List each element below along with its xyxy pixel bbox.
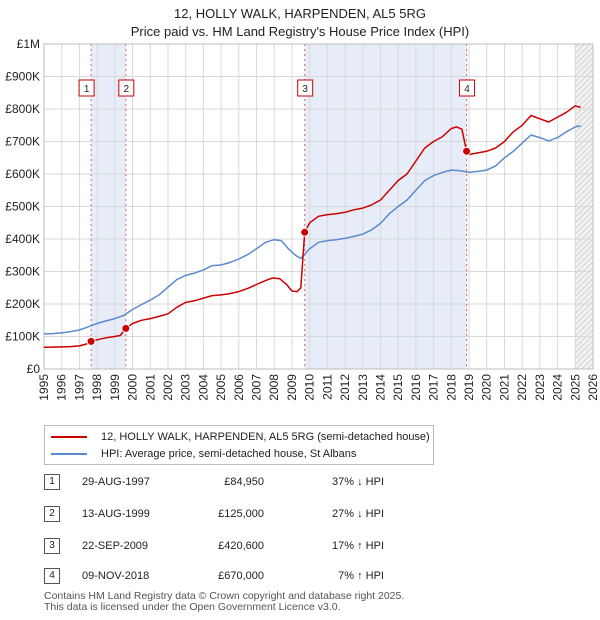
row-hpi-diff: 7% ↑ HPI (338, 570, 384, 582)
sale-number-box-frame (459, 79, 476, 97)
hpi-line (43, 125, 581, 335)
sale-number-label: 1 (84, 84, 90, 95)
sale-number-box: 4 (459, 79, 476, 97)
price-chart: 1 2 3 4 £0 £100K £200K £300K £400K £500K £600K £700… (5, 37, 600, 401)
x-tick-label: 1995 (37, 374, 51, 401)
sale-number-box: 3 (297, 79, 314, 97)
y-tick-label: £600K (5, 167, 40, 181)
x-tick-label: 2014 (373, 374, 387, 401)
sale-number-label: 4 (464, 84, 470, 95)
x-tick-label: 2019 (462, 374, 476, 401)
x-tick-label: 2017 (427, 374, 441, 401)
legend-item-hpi: HPI: Average price, semi-detached house,… (51, 446, 356, 462)
row-hpi-diff: 37% ↓ HPI (332, 476, 384, 488)
row-price: £125,000 (218, 508, 264, 520)
x-tick-label: 2026 (586, 374, 600, 401)
x-tick-label: 2013 (356, 374, 370, 401)
x-tick-label: 2004 (196, 374, 210, 401)
y-tick-label: £900K (5, 70, 40, 84)
row-hpi-diff: 27% ↓ HPI (332, 508, 384, 520)
x-tick-label: 2007 (250, 374, 264, 401)
row-date: 22-SEP-2009 (82, 540, 149, 552)
row-marker: 1 (44, 474, 60, 490)
x-tick-label: 2008 (267, 374, 281, 401)
x-tick-label: 2010 (303, 374, 317, 401)
row-date: 29-AUG-1997 (82, 476, 150, 488)
x-tick-label: 2015 (391, 374, 405, 401)
y-tick-label: £300K (5, 265, 40, 279)
x-tick-label: 2020 (480, 374, 494, 401)
x-tick-label: 1999 (108, 374, 122, 401)
y-tick-label: £500K (5, 200, 40, 214)
x-tick-label: 2011 (320, 374, 334, 400)
chart-title: 12, HOLLY WALK, HARPENDEN, AL5 5RG (174, 6, 426, 21)
x-tick-label: 2024 (551, 374, 565, 401)
x-tick-label: 2009 (285, 374, 299, 401)
y-tick-label: £0 (27, 362, 41, 376)
legend: 12, HOLLY WALK, HARPENDEN, AL5 5RG (semi… (44, 425, 434, 465)
y-tick-label: £1M (17, 37, 40, 51)
chart-subtitle: Price paid vs. HM Land Registry's House … (130, 24, 470, 39)
row-marker: 3 (44, 538, 60, 554)
y-tick-label: £800K (5, 102, 40, 116)
sale-number-label: 3 (302, 84, 308, 95)
row-marker: 4 (44, 568, 60, 584)
footer-copyright: Contains HM Land Registry data © Crown c… (44, 590, 405, 602)
sale-number-label: 2 (124, 84, 130, 95)
x-tick-label: 2005 (214, 374, 228, 401)
row-date: 13-AUG-1999 (82, 508, 150, 520)
legend-item-property: 12, HOLLY WALK, HARPENDEN, AL5 5RG (semi… (51, 429, 430, 445)
sale-point (86, 336, 96, 346)
legend-swatch-hpi (51, 453, 87, 456)
sale-point (300, 227, 310, 237)
sale-number-box: 2 (118, 79, 135, 97)
x-tick-label: 2022 (515, 374, 529, 401)
x-tick-label: 2012 (338, 374, 352, 401)
x-tick-label: 2016 (409, 374, 423, 401)
y-tick-label: £700K (5, 135, 40, 149)
footer-licence: This data is licensed under the Open Gov… (44, 601, 341, 613)
legend-label-hpi: HPI: Average price, semi-detached house,… (101, 448, 357, 460)
x-tick-label: 2018 (444, 374, 458, 401)
row-marker: 2 (44, 506, 60, 522)
y-tick-label: £200K (5, 297, 40, 311)
x-tick-label: 2002 (161, 374, 175, 401)
x-tick-label: 1997 (72, 374, 86, 401)
row-date: 09-NOV-2018 (82, 570, 150, 582)
sale-number-box: 1 (78, 79, 95, 97)
sale-number-box-frame (118, 79, 135, 97)
x-tick-label: 2006 (232, 374, 246, 401)
plot-border (43, 43, 594, 370)
y-tick-label: £100K (5, 330, 40, 344)
sale-number-box-frame (78, 79, 95, 97)
x-tick-label: 2000 (126, 374, 140, 401)
x-tick-label: 2001 (143, 374, 157, 401)
row-hpi-diff: 17% ↑ HPI (332, 540, 384, 552)
sale-point (462, 146, 472, 156)
legend-swatch-property (51, 436, 87, 439)
y-tick-label: £400K (5, 232, 40, 246)
x-tick-label: 2021 (497, 374, 511, 401)
legend-label-property: 12, HOLLY WALK, HARPENDEN, AL5 5RG (semi… (101, 431, 430, 443)
row-price: £84,950 (224, 476, 264, 488)
row-price: £670,000 (218, 570, 264, 582)
sale-point (121, 323, 131, 333)
x-tick-label: 1996 (55, 374, 69, 401)
x-tick-label: 2003 (179, 374, 193, 401)
x-tick-label: 1998 (90, 374, 104, 401)
row-price: £420,600 (218, 540, 264, 552)
x-tick-label: 2023 (533, 374, 547, 401)
x-tick-label: 2025 (568, 374, 582, 401)
sale-number-box-frame (297, 79, 314, 97)
